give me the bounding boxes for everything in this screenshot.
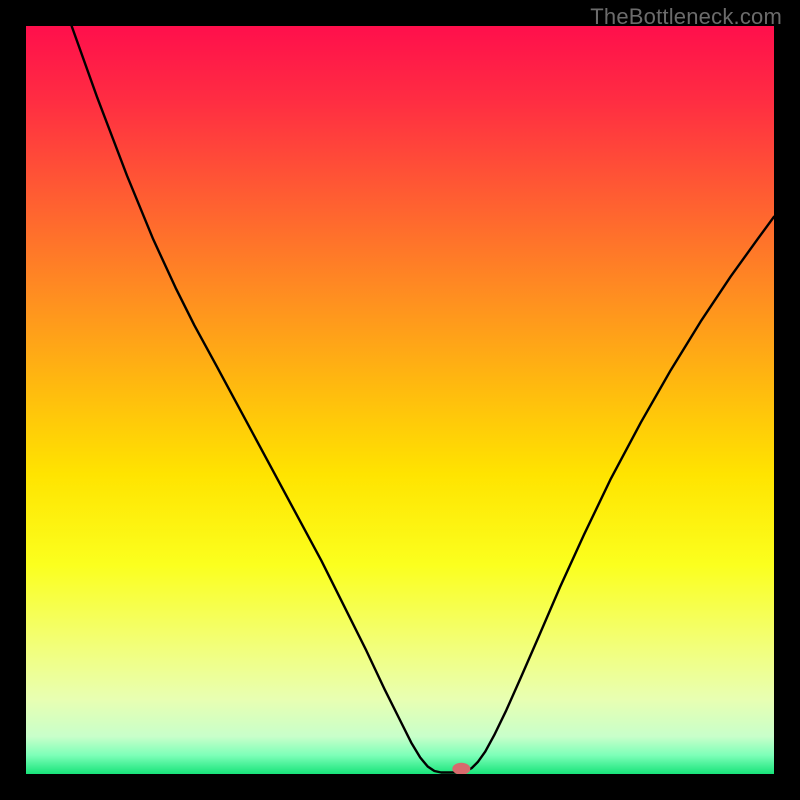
gradient-background (26, 26, 774, 774)
chart-frame: TheBottleneck.com (0, 0, 800, 800)
plot-area (26, 26, 774, 774)
